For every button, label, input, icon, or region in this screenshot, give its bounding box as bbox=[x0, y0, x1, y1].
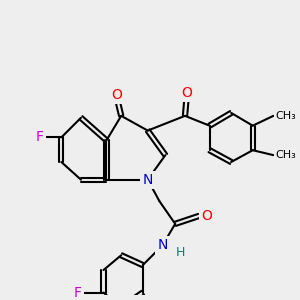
Text: H: H bbox=[176, 246, 185, 259]
Text: O: O bbox=[111, 88, 122, 102]
Text: O: O bbox=[201, 209, 212, 223]
Text: F: F bbox=[74, 286, 82, 300]
Text: F: F bbox=[36, 130, 44, 145]
Text: O: O bbox=[182, 86, 192, 100]
Text: N: N bbox=[157, 238, 168, 253]
Text: CH₃: CH₃ bbox=[275, 111, 296, 121]
Text: N: N bbox=[142, 173, 153, 187]
Text: CH₃: CH₃ bbox=[275, 150, 296, 160]
